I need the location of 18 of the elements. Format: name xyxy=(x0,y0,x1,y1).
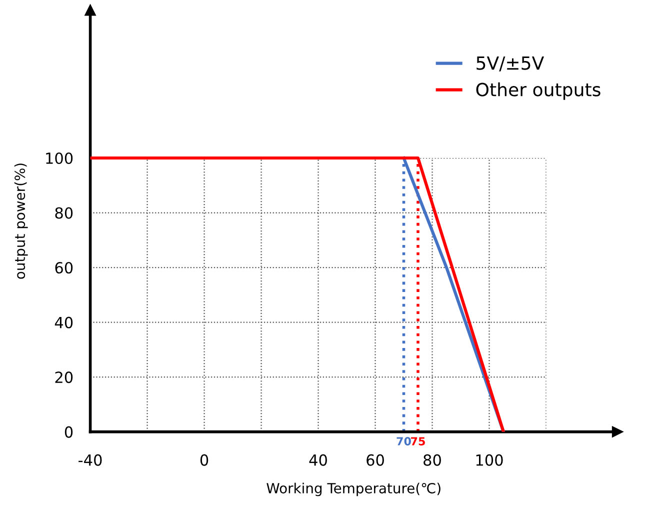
x-tick-label: 80 xyxy=(424,454,441,466)
ref-line-label: 75 xyxy=(411,437,425,446)
x-tick-label: 0 xyxy=(200,454,208,466)
legend-label: Other outputs xyxy=(476,82,600,100)
y-tick-label: 40 xyxy=(54,316,73,328)
y-tick-label: 20 xyxy=(55,372,73,384)
y-tick-label: 60 xyxy=(55,262,73,274)
y-tick-label: 100 xyxy=(46,152,73,164)
x-axis-title: Working Temperature(℃) xyxy=(266,482,440,496)
x-tick-label: 60 xyxy=(366,454,384,466)
y-tick-label: 80 xyxy=(55,207,73,219)
x-tick-label: 40 xyxy=(309,454,327,466)
legend-label: 5V/±5V xyxy=(476,56,544,72)
x-tick-label: -40 xyxy=(78,454,102,466)
ref-line-label: 70 xyxy=(396,437,411,446)
x-tick-label: 100 xyxy=(476,454,503,466)
y-axis-title: output power(%) xyxy=(14,164,28,279)
y-tick-label: 0 xyxy=(64,426,73,438)
